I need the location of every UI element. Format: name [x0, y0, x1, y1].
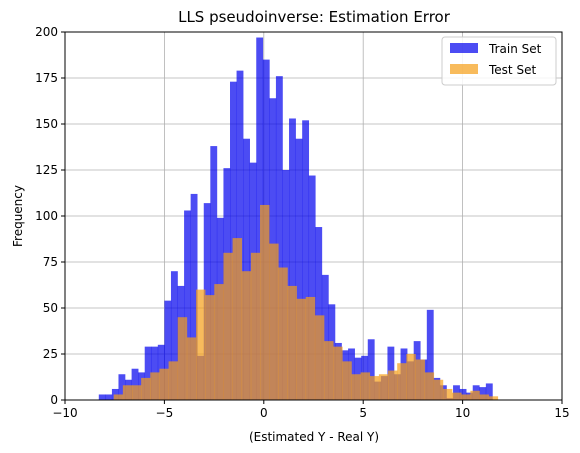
histogram-bar: [190, 193, 198, 400]
histogram-bar: [131, 368, 139, 400]
y-tick-label: 150: [35, 117, 58, 131]
histogram-bar: [214, 284, 224, 400]
histogram-bar: [342, 361, 352, 400]
histogram-bar: [168, 361, 179, 400]
histogram-bar: [321, 274, 329, 400]
histogram-bar: [479, 394, 489, 400]
histogram-bar: [388, 370, 398, 400]
y-tick-label: 0: [50, 393, 58, 407]
histogram-bar: [275, 76, 283, 400]
histogram-bar: [159, 368, 169, 400]
histogram-bar: [406, 354, 416, 400]
histogram-bar: [314, 315, 325, 400]
histogram-bar: [278, 267, 288, 400]
histogram-bar: [105, 394, 113, 400]
chart-title: LLS pseudoinverse: Estimation Error: [178, 8, 451, 26]
histogram-bar: [369, 376, 380, 400]
histogram-bars: [98, 37, 499, 401]
histogram-bar: [479, 387, 487, 400]
histogram-bar: [236, 70, 244, 400]
histogram-bar: [223, 252, 233, 400]
histogram-bar: [424, 372, 435, 400]
histogram-bar: [415, 359, 425, 400]
histogram-bar: [470, 390, 480, 400]
histogram-bar: [118, 374, 126, 400]
histogram-bar: [141, 377, 151, 400]
histogram-bar: [144, 346, 152, 400]
x-tick-label: 15: [554, 406, 569, 420]
histogram-bar: [367, 339, 375, 400]
histogram-bar: [287, 285, 297, 400]
legend-label: Train Set: [488, 42, 542, 56]
histogram-bar: [296, 298, 307, 400]
histogram-bar: [196, 289, 206, 400]
histogram-bar: [308, 175, 316, 400]
histogram-bar: [131, 385, 142, 400]
x-tick-label: 5: [359, 406, 367, 420]
legend: Train Set Test Set: [441, 36, 557, 86]
histogram-bar: [113, 394, 124, 400]
y-tick-label: 75: [43, 255, 58, 269]
histogram-bar: [426, 309, 434, 400]
histogram-bar: [360, 372, 371, 400]
legend-label: Test Set: [488, 63, 536, 77]
x-tick-label: −10: [52, 406, 77, 420]
histogram-bar: [295, 138, 303, 400]
histogram-bar: [459, 388, 467, 400]
histogram-bar: [241, 271, 252, 400]
y-tick-label: 125: [35, 163, 58, 177]
histogram-bar: [452, 392, 462, 400]
histogram-bar: [488, 396, 499, 400]
x-tick-label: −5: [156, 406, 174, 420]
histogram-bar: [351, 374, 361, 400]
y-tick-label: 100: [35, 209, 58, 223]
histogram-bar: [397, 363, 407, 400]
histogram-bar: [260, 204, 270, 400]
histogram-bar: [184, 210, 191, 400]
histogram-bar: [232, 238, 243, 400]
y-axis-label: Frequency: [11, 185, 25, 247]
y-tick-label: 175: [35, 71, 58, 85]
histogram-bar: [150, 372, 160, 400]
histogram-bar: [289, 118, 296, 400]
x-axis-label: (Estimated Y - Real Y): [249, 430, 379, 444]
histogram-bar: [164, 300, 172, 400]
legend-swatch: [450, 43, 478, 53]
histogram-bar: [205, 295, 215, 400]
histogram-bar: [170, 271, 178, 400]
histogram-bar: [485, 383, 493, 400]
histogram-bar: [461, 394, 471, 400]
histogram-bar: [98, 394, 106, 400]
y-tick-label: 50: [43, 301, 58, 315]
histogram-bar: [250, 252, 261, 400]
histogram-bar: [256, 37, 264, 401]
x-tick-label: 10: [455, 406, 470, 420]
histogram-bar: [186, 337, 197, 400]
histogram-bar: [243, 138, 250, 400]
histogram-bar: [378, 374, 389, 400]
y-tick-label: 200: [35, 25, 58, 39]
histogram-bar: [433, 379, 444, 400]
histogram-bar: [111, 388, 119, 400]
histogram-bar: [315, 227, 323, 400]
histogram-bar: [122, 385, 133, 400]
histogram-bar: [333, 346, 343, 400]
x-tick-label: 0: [260, 406, 268, 420]
histogram-bar: [177, 317, 188, 400]
y-tick-label: 25: [43, 347, 58, 361]
histogram-bar: [269, 243, 279, 400]
histogram-bar: [210, 146, 218, 400]
histogram-bar: [305, 296, 316, 400]
series-test-set: [113, 204, 499, 400]
legend-swatch: [450, 64, 478, 74]
histogram-bar: [302, 120, 310, 400]
histogram-bar: [442, 388, 453, 400]
histogram-bar: [324, 341, 334, 400]
